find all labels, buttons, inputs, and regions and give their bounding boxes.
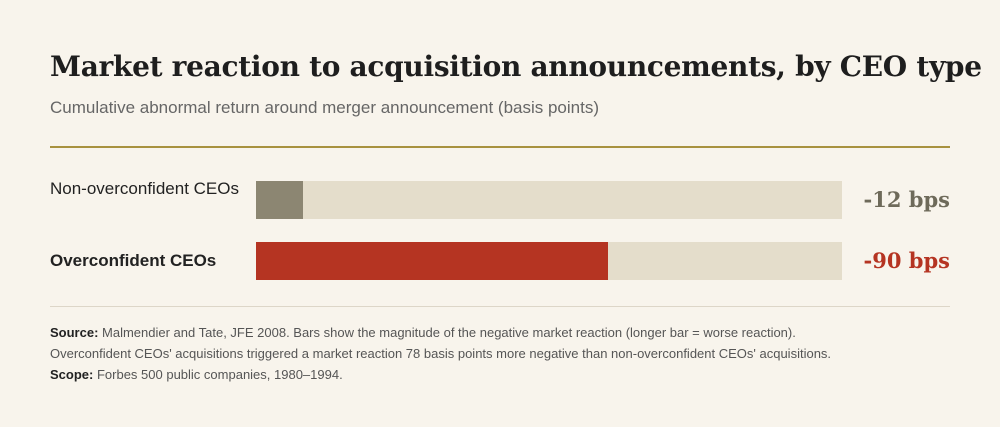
bar-track (256, 181, 842, 219)
value-label: -90 bps (863, 248, 950, 273)
value-label: -12 bps (863, 187, 950, 212)
source-note: Source: Malmendier and Tate, JFE 2008. B… (50, 322, 950, 343)
footer-divider (50, 306, 950, 307)
bar-track (256, 242, 842, 280)
chart-title: Market reaction to acquisition announcem… (50, 50, 982, 83)
bar-label: Overconfident CEOs (50, 251, 217, 270)
source-label: Source: (50, 325, 99, 340)
chart-notes: Source: Malmendier and Tate, JFE 2008. B… (50, 322, 950, 385)
chart-subtitle: Cumulative abnormal return around merger… (50, 98, 600, 117)
scope-note: Scope: Forbes 500 public companies, 1980… (50, 364, 950, 385)
bar-label: Non-overconfident CEOs (50, 179, 239, 198)
bar (256, 181, 303, 219)
bar (256, 242, 608, 280)
source-text: Malmendier and Tate, JFE 2008. Bars show… (102, 325, 796, 340)
source-note-2: Overconfident CEOs' acquisitions trigger… (50, 346, 832, 361)
scope-text: Forbes 500 public companies, 1980–1994. (96, 367, 343, 382)
title-divider (50, 146, 950, 148)
scope-label: Scope: (50, 367, 94, 382)
